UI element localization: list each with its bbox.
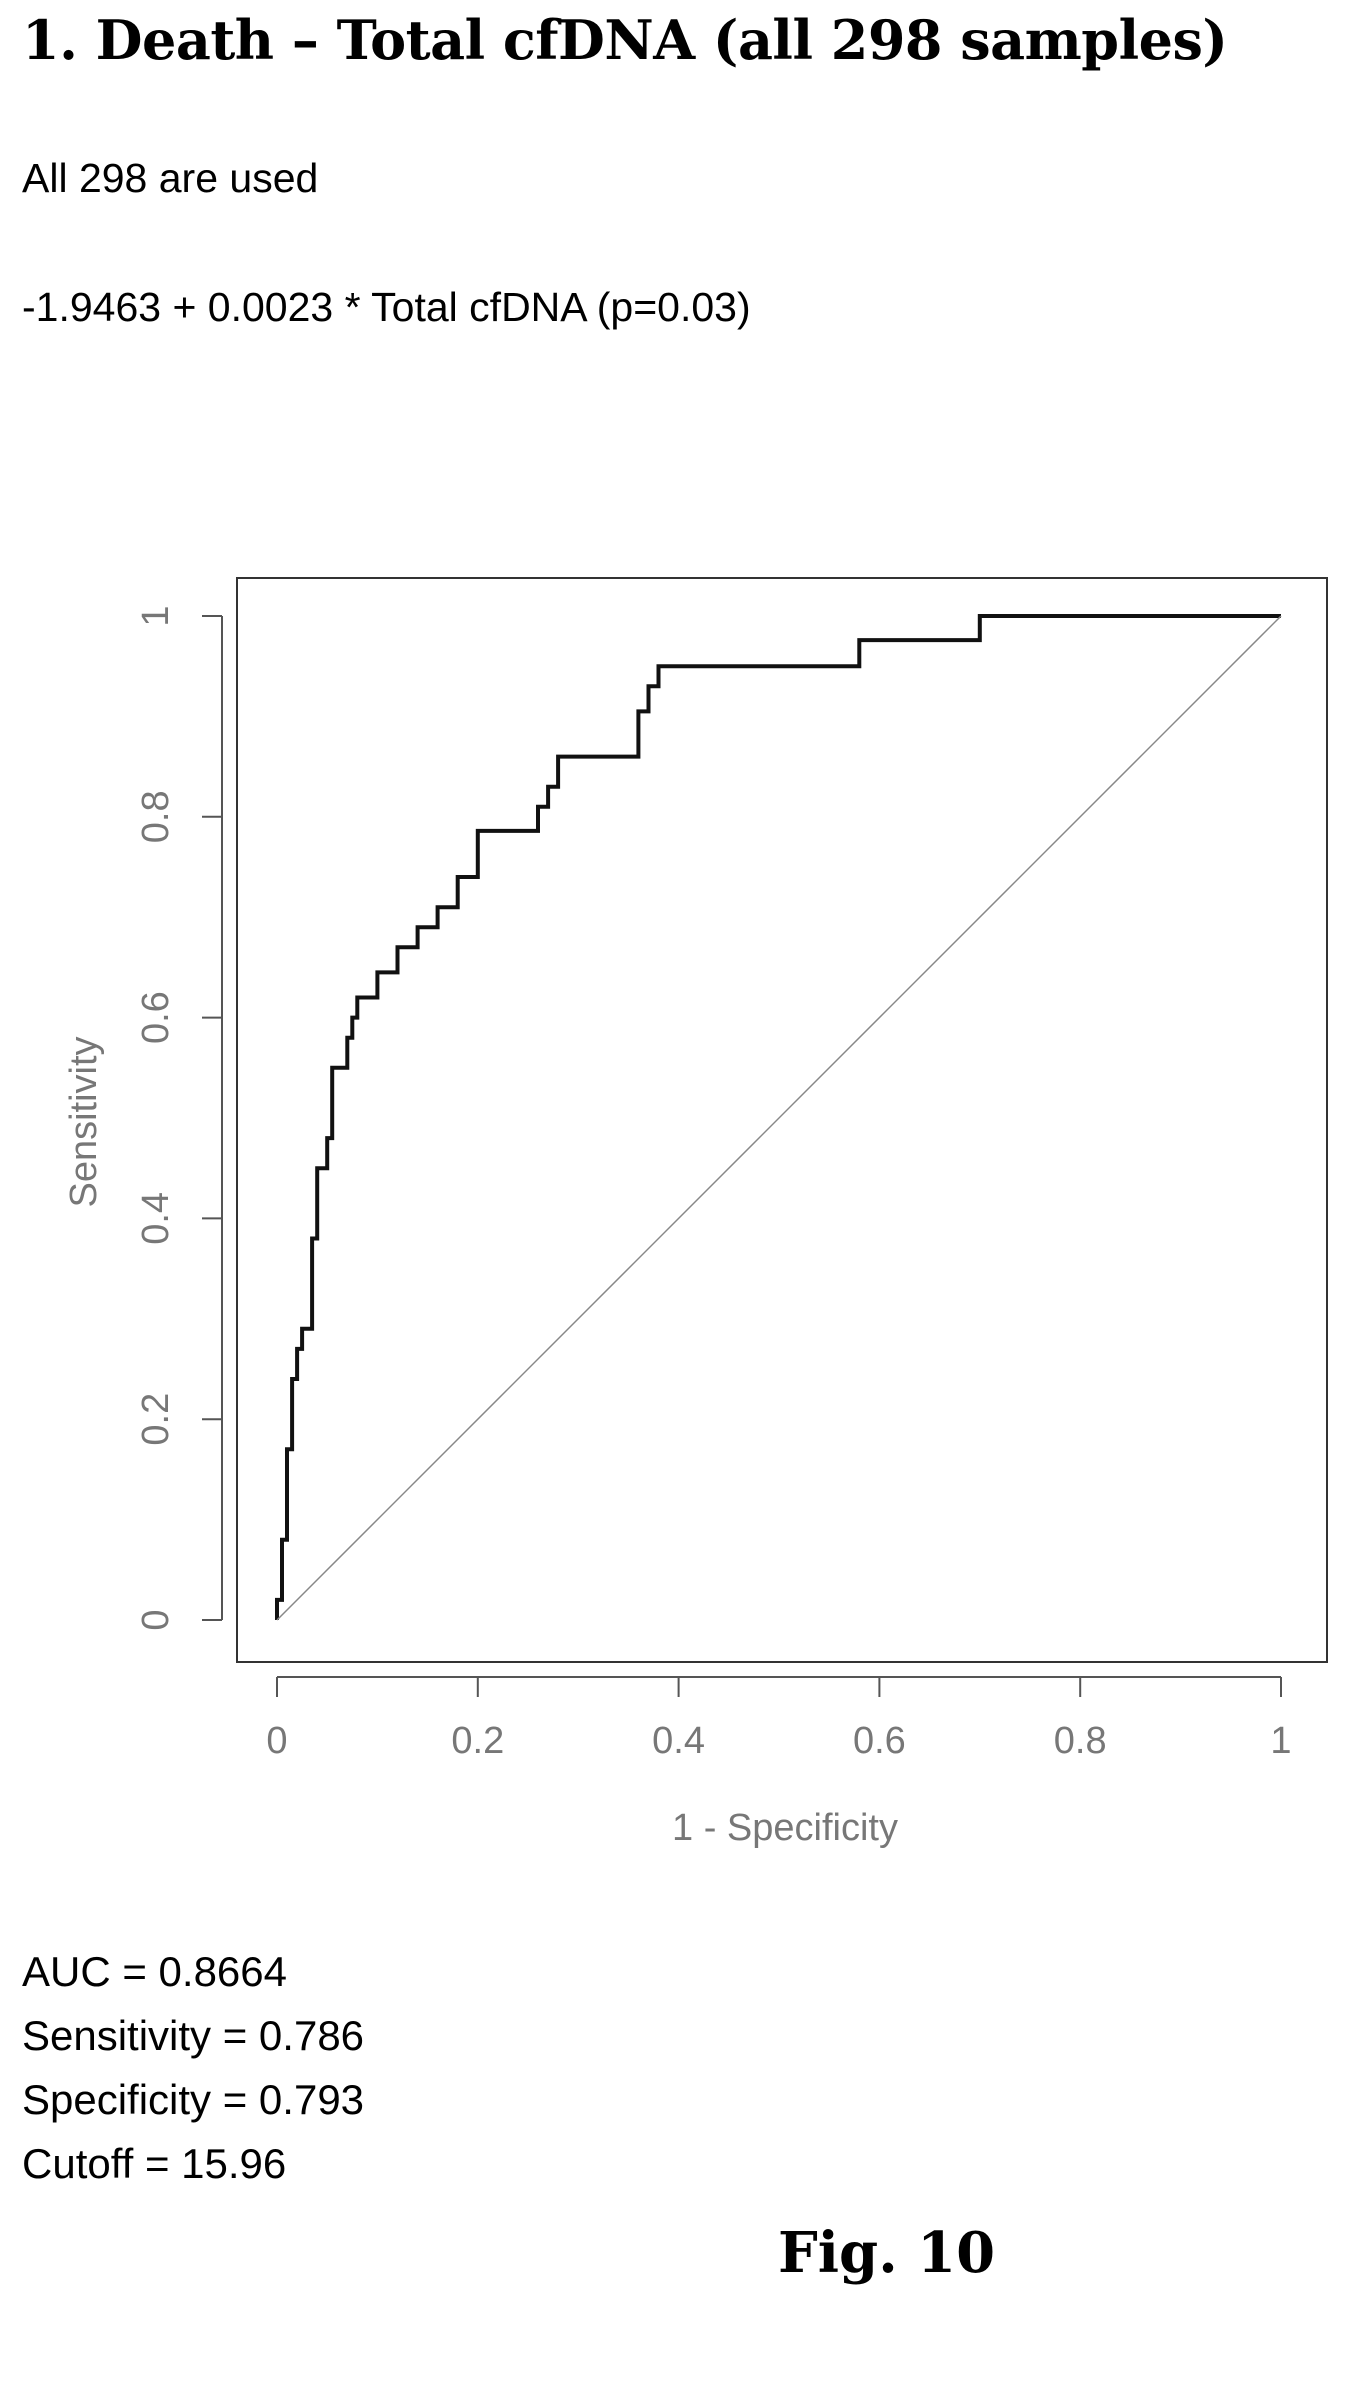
y-tick-label: 0 — [135, 1609, 177, 1630]
x-tick-label: 1 — [1270, 1720, 1291, 1762]
subtitle: All 298 are used — [22, 155, 319, 201]
x-tick-label: 0.8 — [1054, 1720, 1107, 1762]
x-tick-label: 0 — [266, 1720, 287, 1762]
reference-diagonal-line — [276, 615, 1282, 1621]
sensitivity-value: Sensitivity = 0.786 — [22, 2012, 365, 2059]
y-tick-label: 0.2 — [135, 1393, 177, 1446]
roc-curve-line — [275, 614, 1281, 1620]
auc-value: AUC = 0.8664 — [22, 1948, 288, 1995]
regression-equation: -1.9463 + 0.0023 * Total cfDNA (p=0.03) — [22, 284, 751, 330]
figure-label: Fig. 10 — [778, 2220, 996, 2286]
y-tick-label: 1 — [135, 605, 177, 626]
plot-frame — [236, 577, 1328, 1663]
x-tick-label: 0.6 — [853, 1720, 906, 1762]
x-axis-label: 1 - Specificity — [672, 1807, 898, 1849]
y-axis-label: Sensitivity — [63, 1036, 105, 1207]
x-tick-label: 0.2 — [451, 1720, 504, 1762]
y-tick-label: 0.4 — [135, 1192, 177, 1245]
roc-chart: 0 0.2 0.4 0.6 0.8 1 0 0.2 0.4 0.6 0.8 1 1 - Specifi… — [63, 577, 1328, 1849]
cutoff-value: Cutoff = 15.96 — [22, 2140, 287, 2187]
chart-axes: 0 0.2 0.4 0.6 0.8 1 0 0.2 0.4 0.6 0.8 1 — [135, 605, 1292, 1762]
y-tick-label: 0.8 — [135, 790, 177, 843]
chart-marks — [275, 614, 1282, 1621]
specificity-value: Specificity = 0.793 — [22, 2076, 365, 2123]
page-title: 1. Death – Total cfDNA (all 298 samples) — [22, 8, 1228, 72]
y-tick-label: 0.6 — [135, 991, 177, 1044]
x-tick-label: 0.4 — [652, 1720, 705, 1762]
